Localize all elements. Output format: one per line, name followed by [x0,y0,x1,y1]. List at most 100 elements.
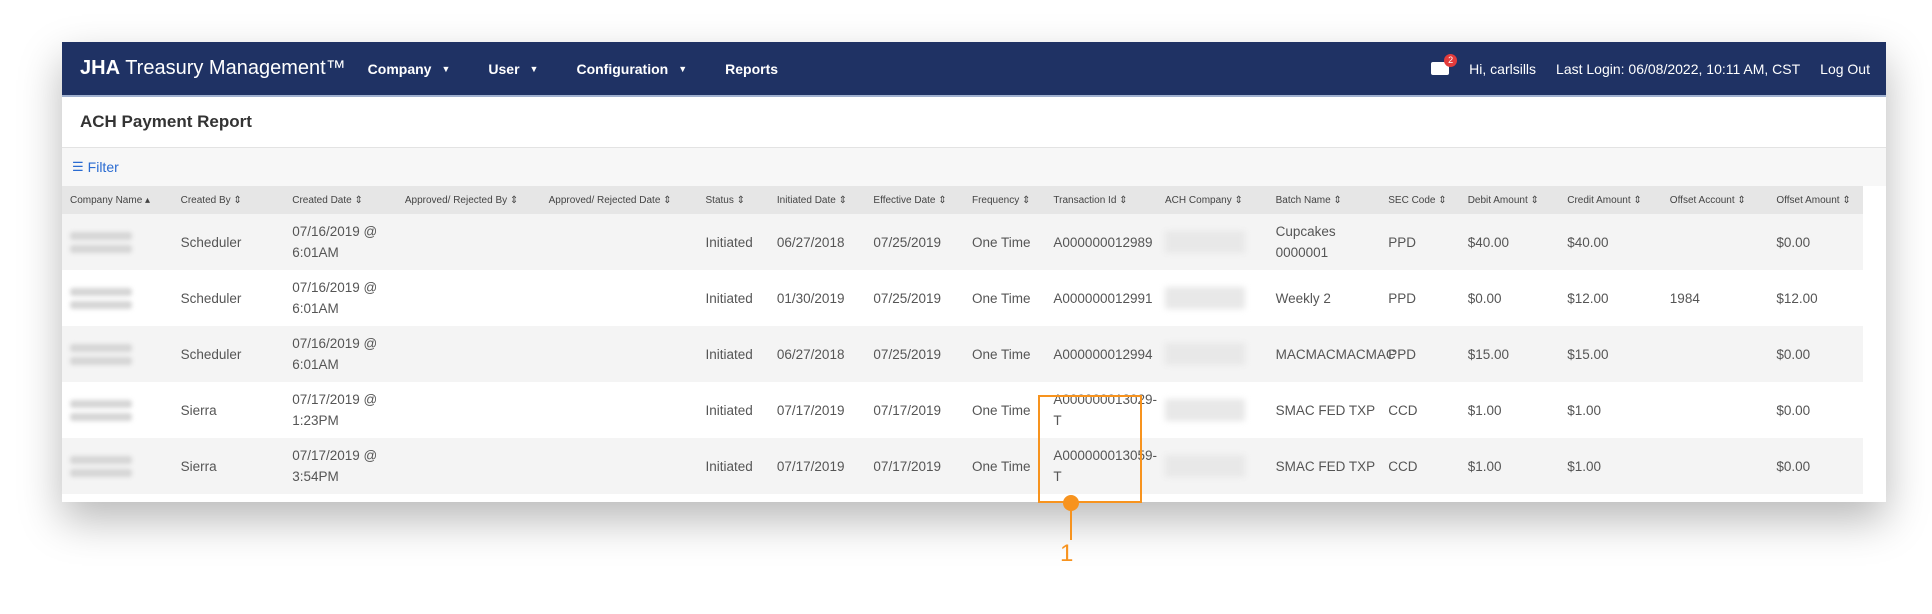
redacted-text [1165,399,1246,421]
nav-label: Reports [725,60,779,77]
table-cell [540,382,698,438]
column-header[interactable]: Created By ⇕ [172,186,285,214]
table-row[interactable]: Scheduler 07/16/2019 @ 6:01AM Initiated 06/… [62,214,1863,270]
nav-company[interactable]: Company ▼ [368,61,451,77]
redacted-text [70,231,132,240]
callout-number: 1 [1060,540,1074,567]
table-cell [62,382,173,438]
column-header[interactable]: Company Name ▴ [62,186,173,214]
table-cell: $1.00 [1459,382,1560,438]
column-header[interactable]: Frequency ⇕ [963,186,1046,214]
column-header[interactable]: Batch Name ⇕ [1267,186,1381,214]
redacted-text [70,244,132,253]
table-cell: MACMACMACMAC [1267,326,1396,382]
column-header[interactable]: Status ⇕ [697,186,769,214]
table-cell: $1.00 [1559,382,1662,438]
table-cell: PPD [1380,270,1460,326]
table-cell: 07/25/2019 [865,326,964,382]
table-cell: Scheduler [172,326,285,382]
table-cell: $15.00 [1559,326,1662,382]
table-cell: $0.00 [1768,438,1863,494]
table-cell [62,270,173,326]
column-header[interactable]: Effective Date ⇕ [865,186,964,214]
nav-label: Configuration [576,60,669,77]
filter-label: Filter [87,159,119,175]
table-cell: 01/30/2019 [768,270,866,326]
redacted-text [1165,455,1246,477]
caret-down-icon: ▼ [441,63,451,74]
table-cell [1661,326,1769,382]
table-cell: 07/16/2019 @ 6:01AM [284,214,397,270]
table-cell [62,214,173,270]
table-cell: $15.00 [1459,326,1560,382]
table-cell: Scheduler [172,270,285,326]
table-cell: $0.00 [1768,382,1863,438]
table-cell: $12.00 [1768,270,1863,326]
callout-line [1070,508,1072,540]
table-cell [540,214,698,270]
column-header[interactable]: Approved/ Rejected Date ⇕ [540,186,698,214]
table-row[interactable]: Scheduler 07/16/2019 @ 6:01AM Initiated 01/… [62,270,1863,326]
table-cell: $0.00 [1459,270,1560,326]
table-cell: Cupcakes 0000001 [1267,214,1381,270]
column-header[interactable]: ACH Company ⇕ [1157,186,1268,214]
table-cell [1661,438,1769,494]
redacted-text [70,356,132,365]
column-header[interactable]: Offset Account ⇕ [1661,186,1769,214]
table-cell [396,382,541,438]
table-cell: 07/16/2019 @ 6:01AM [284,270,397,326]
column-header[interactable]: SEC Code ⇕ [1380,186,1460,214]
column-header[interactable]: Debit Amount ⇕ [1459,186,1560,214]
column-header[interactable]: Credit Amount ⇕ [1559,186,1662,214]
column-header[interactable]: Offset Amount ⇕ [1768,186,1863,214]
table-cell: PPD [1380,214,1460,270]
table-cell: A000000012994 [1045,326,1158,382]
table-cell [62,438,173,494]
table-cell: Initiated [697,438,769,494]
nav-configuration[interactable]: Configuration ▼ [576,61,687,77]
brand-logo[interactable]: JHA Treasury Management™ [80,57,346,80]
table-cell: 07/17/2019 [865,382,964,438]
top-nav: JHA Treasury Management™ Company ▼ User ▼ Co… [62,42,1886,97]
table-cell: $1.00 [1559,438,1662,494]
column-header[interactable]: Initiated Date ⇕ [768,186,866,214]
table-cell: One Time [963,326,1046,382]
table-cell [1157,214,1268,270]
nav-reports[interactable]: Reports [725,61,778,77]
table-cell: CCD [1380,382,1460,438]
redacted-text [70,399,132,408]
table-cell: One Time [963,438,1046,494]
column-header[interactable]: Created Date ⇕ [284,186,397,214]
mail-icon[interactable]: 2 [1431,54,1458,75]
column-header[interactable]: Transaction Id ⇕ [1045,186,1158,214]
table-cell [1157,326,1268,382]
brand-bold: JHA [80,57,121,79]
column-header[interactable]: Approved/ Rejected By ⇕ [396,186,541,214]
logout-link[interactable]: Log Out [1820,60,1870,77]
table-row[interactable]: Sierra 07/17/2019 @ 3:54PM Initiated 07/17/… [62,438,1863,494]
table-cell: 07/17/2019 [768,438,866,494]
table-cell: Sierra [172,438,285,494]
table-cell: A000000013059-T [1045,438,1158,494]
nav-user[interactable]: User ▼ [488,61,538,77]
table-cell: Initiated [697,326,769,382]
table-cell: $40.00 [1459,214,1560,270]
table-row[interactable]: Sierra 07/17/2019 @ 1:23PM Initiated 07/17/… [62,382,1863,438]
redacted-text [70,343,132,352]
table-cell [1661,214,1769,270]
table-cell [396,270,541,326]
table-row[interactable]: Scheduler 07/16/2019 @ 6:01AM Initiated 06/… [62,326,1863,382]
table-cell: $12.00 [1559,270,1662,326]
callout-dot [1063,495,1079,511]
table-cell: PPD [1380,326,1460,382]
filter-button[interactable]: ☰ Filter [62,148,1886,186]
report-table: Company Name ▴ Created By ⇕ Created Date ⇕… [62,186,1863,494]
table-cell: 06/27/2018 [768,326,866,382]
table-cell [540,270,698,326]
nav-label: Company [367,60,432,77]
table-cell: One Time [963,214,1046,270]
redacted-text [1165,343,1246,365]
redacted-text [70,300,132,309]
table-cell: One Time [963,382,1046,438]
redacted-text [1165,231,1246,253]
